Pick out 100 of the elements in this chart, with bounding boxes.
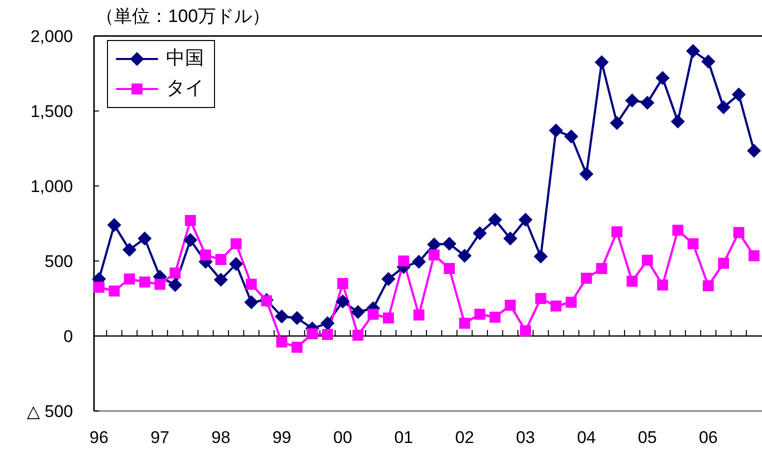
point	[580, 272, 592, 284]
point	[428, 250, 440, 260]
point	[504, 300, 516, 311]
point	[292, 342, 303, 353]
point	[200, 250, 212, 260]
point	[596, 263, 608, 274]
point	[368, 308, 379, 320]
point	[670, 114, 685, 128]
point	[244, 295, 258, 310]
point	[718, 258, 730, 269]
x-tick-label: 03	[516, 428, 535, 448]
point	[183, 233, 198, 247]
point	[686, 44, 700, 58]
point	[672, 224, 684, 236]
point	[566, 296, 577, 308]
point	[337, 278, 348, 289]
point	[474, 308, 486, 320]
x-tick-label: 01	[394, 428, 414, 448]
x-tick-label: 99	[272, 428, 292, 448]
x-tick-label: 96	[90, 428, 108, 448]
point	[352, 330, 364, 341]
point	[320, 316, 334, 330]
point	[306, 328, 318, 340]
point	[138, 232, 152, 246]
point	[442, 236, 456, 251]
point	[733, 227, 744, 238]
point	[122, 242, 136, 257]
point	[398, 256, 410, 266]
point	[229, 257, 244, 271]
legend-label: タイ	[166, 78, 204, 100]
point	[472, 226, 487, 240]
point	[490, 312, 501, 323]
point	[139, 276, 150, 288]
x-tick-label: 00	[333, 428, 352, 448]
point	[336, 294, 350, 308]
y-tick-label: △ 500	[26, 402, 73, 422]
point	[716, 100, 731, 114]
point	[382, 312, 394, 324]
y-tick-label: 1,500	[30, 102, 73, 122]
point	[124, 274, 135, 284]
point	[640, 96, 654, 110]
point	[381, 272, 396, 286]
point	[184, 215, 196, 226]
point	[413, 310, 424, 320]
point	[458, 248, 472, 263]
point	[108, 286, 120, 296]
point	[107, 218, 122, 232]
point	[579, 167, 594, 181]
point	[520, 325, 532, 336]
y-tick-label: 2,000	[30, 27, 73, 46]
point	[274, 310, 289, 324]
point	[322, 329, 333, 340]
point	[503, 232, 518, 246]
point	[412, 254, 426, 269]
point	[168, 278, 182, 292]
point	[534, 250, 548, 264]
point	[214, 272, 228, 287]
point	[657, 280, 668, 290]
y-tick-label: 1,000	[30, 177, 73, 196]
x-tick-label: 04	[576, 428, 596, 448]
point	[702, 280, 714, 292]
point	[611, 226, 622, 238]
point	[625, 94, 640, 108]
point	[610, 116, 624, 130]
point	[427, 238, 442, 252]
point	[230, 238, 242, 250]
point	[548, 124, 563, 138]
y-tick-label: 500	[44, 252, 73, 272]
x-tick-label: 02	[455, 428, 474, 448]
point	[550, 300, 562, 312]
point	[656, 71, 670, 85]
point	[642, 254, 653, 266]
point	[444, 263, 455, 274]
y-tick-label: 0	[64, 327, 73, 346]
x-tick-label: 06	[698, 428, 718, 448]
x-tick-label: 98	[211, 428, 230, 448]
y-axis-title: （単位：100万ドル）	[96, 5, 270, 28]
point	[350, 305, 365, 319]
point	[290, 311, 304, 325]
point	[688, 238, 699, 250]
point	[276, 336, 288, 348]
point	[701, 54, 716, 68]
point	[564, 130, 578, 144]
point	[626, 276, 638, 287]
point	[748, 250, 760, 262]
point	[246, 278, 257, 290]
point	[94, 282, 104, 293]
x-tick-label: 05	[638, 428, 657, 448]
point	[488, 212, 502, 227]
point	[747, 144, 761, 158]
point	[154, 278, 166, 290]
point	[170, 268, 181, 278]
point	[594, 55, 609, 70]
point	[732, 88, 746, 102]
point	[518, 212, 533, 227]
legend-label: 中国	[166, 48, 204, 70]
point	[535, 293, 546, 304]
point	[459, 318, 470, 329]
point	[215, 254, 226, 265]
x-tick-label: 97	[150, 428, 170, 448]
